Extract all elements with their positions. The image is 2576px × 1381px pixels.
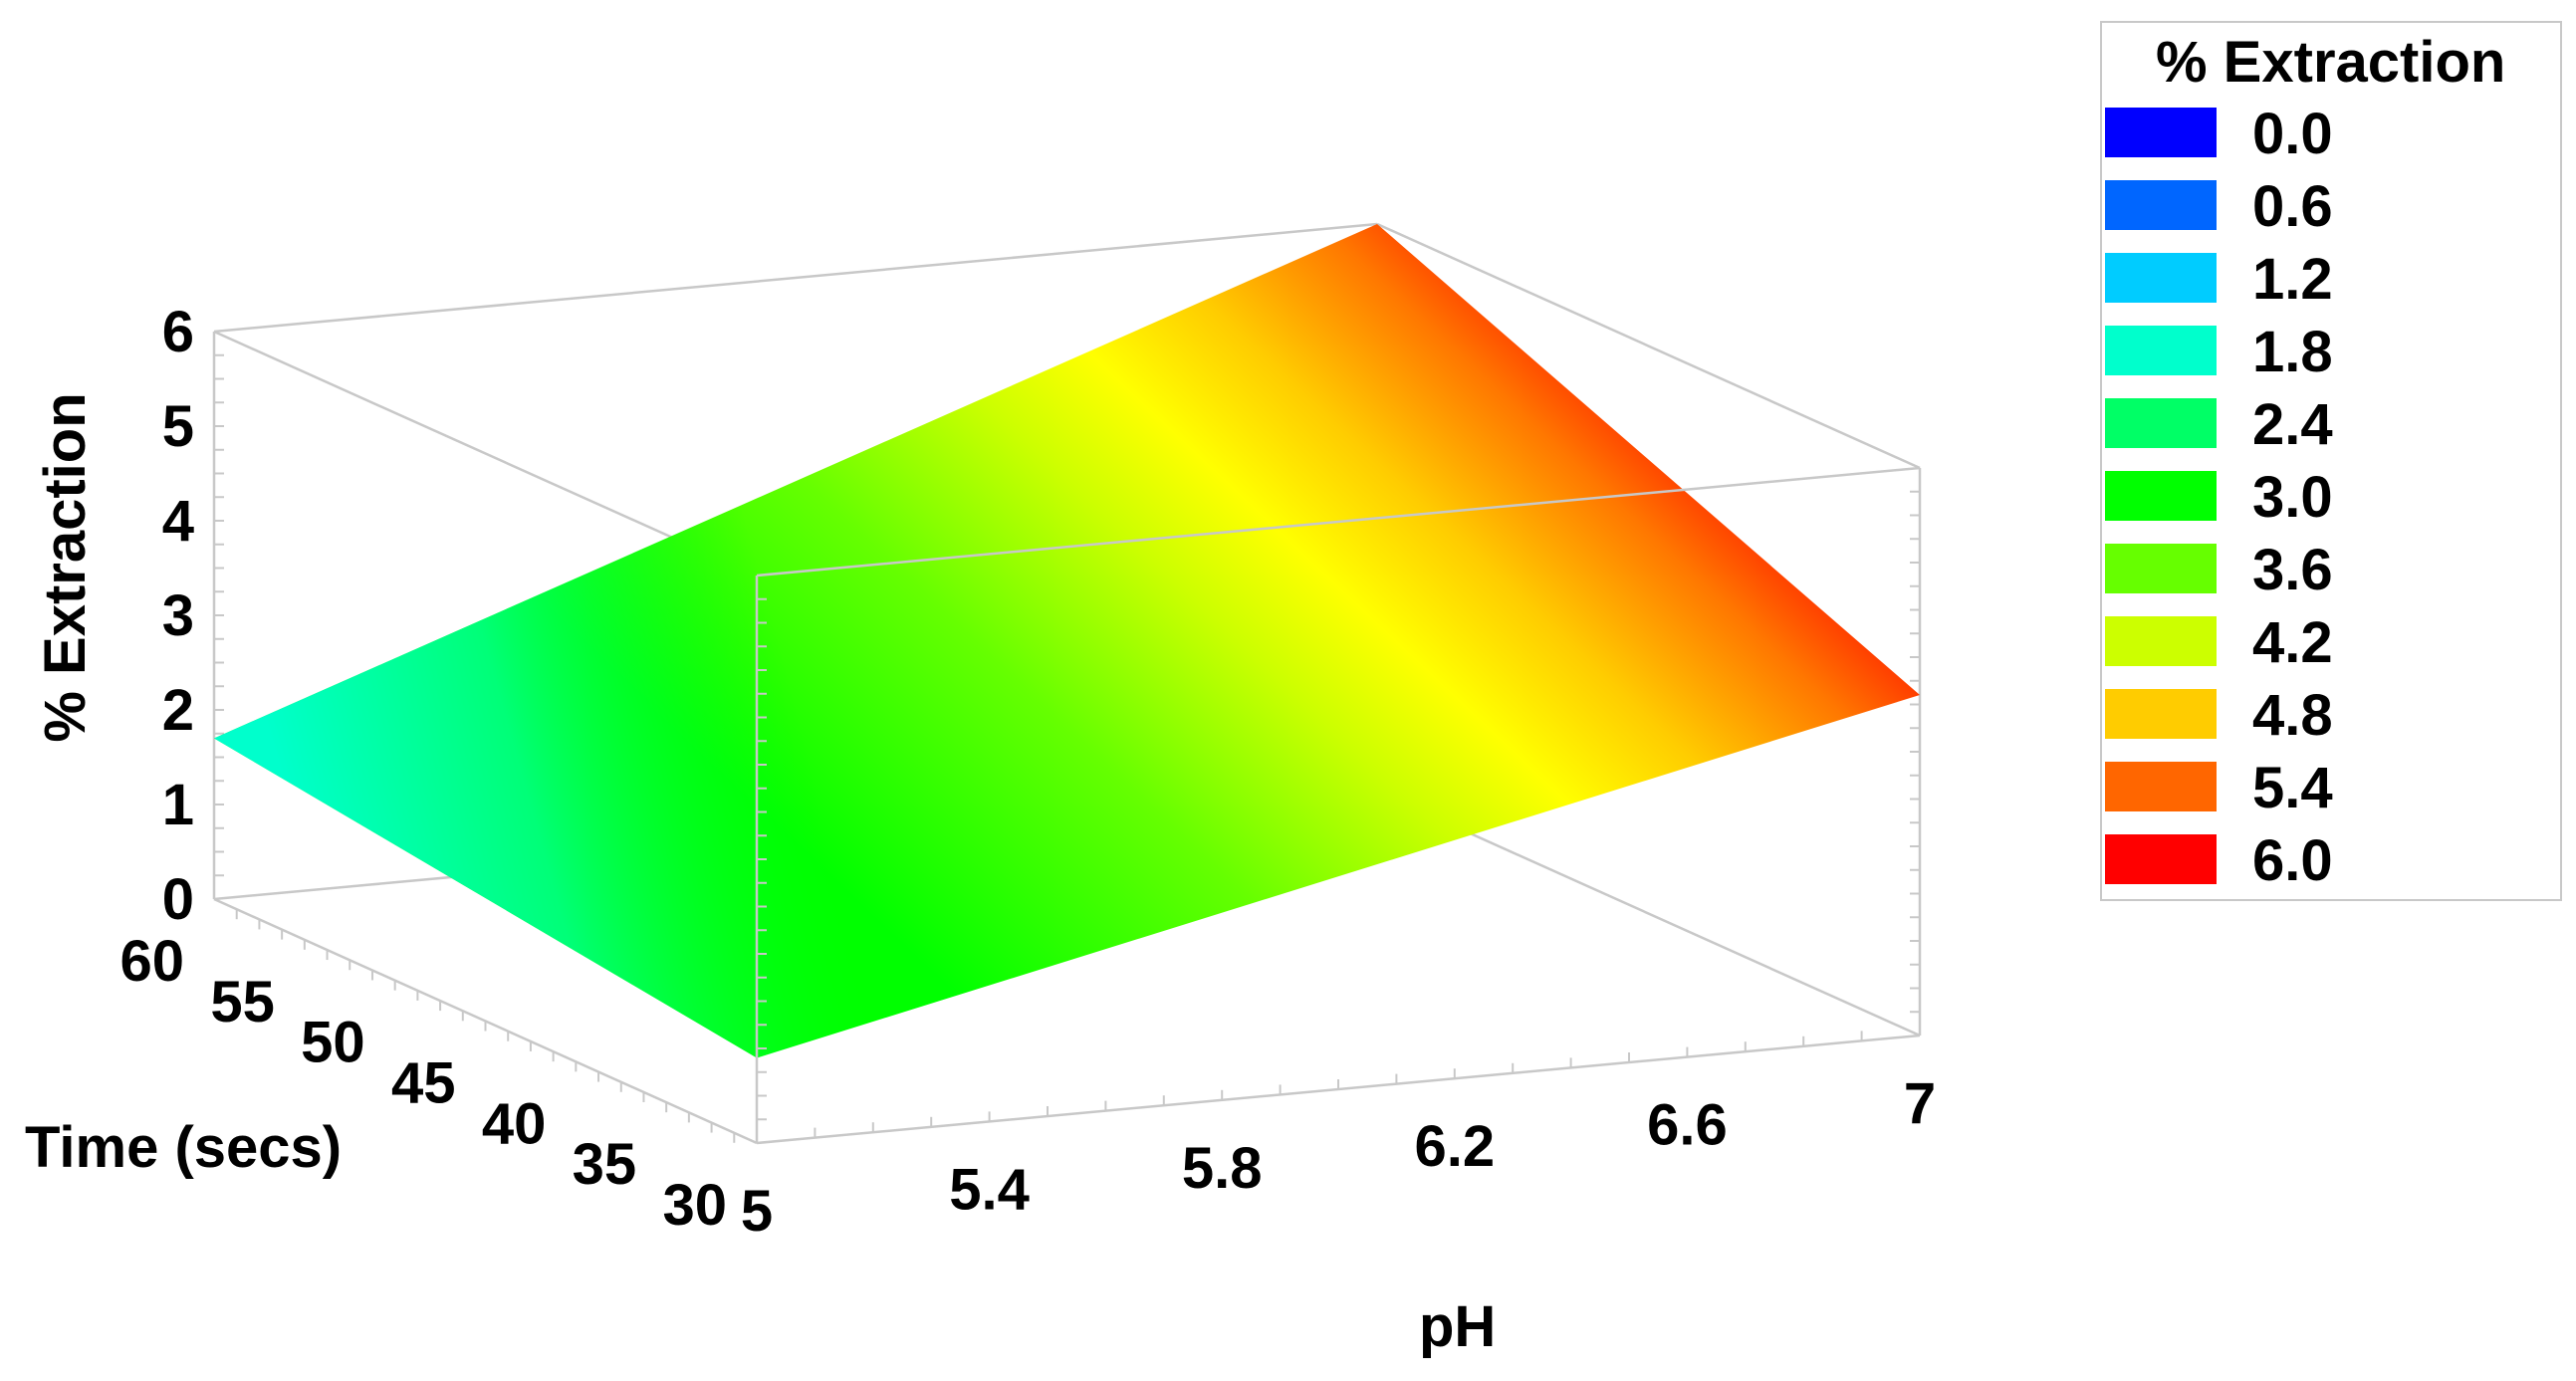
surface-shade: [214, 224, 1920, 1058]
ph-tick-label: 5: [741, 1179, 773, 1244]
z-tick-label: 5: [162, 394, 194, 459]
box-edge: [213, 222, 1378, 334]
box-edge: [213, 330, 758, 577]
time-tick-label: 30: [662, 1173, 727, 1238]
legend-swatch: [2105, 253, 2217, 303]
legend-swatch: [2105, 108, 2217, 157]
ph-tick-label: 5.8: [1182, 1136, 1263, 1201]
legend-label: 3.6: [2252, 538, 2333, 602]
legend-label: 3.0: [2252, 465, 2333, 530]
z-tick-label: 1: [162, 773, 194, 837]
z-tick-label: 6: [162, 300, 194, 364]
legend-swatch: [2105, 544, 2217, 593]
legend-label: 0.0: [2252, 102, 2333, 166]
ph-tick-label: 5.4: [949, 1157, 1030, 1222]
response-surface: [214, 224, 1920, 1058]
time-axis-title: Time (secs): [25, 1115, 342, 1180]
time-tick-label: 60: [119, 929, 184, 994]
z-tick-label: 3: [162, 583, 194, 648]
z-tick-label: 0: [162, 867, 194, 932]
legend-label: 1.2: [2252, 247, 2333, 312]
legend-label: 0.6: [2252, 174, 2333, 239]
legend-swatch: [2105, 471, 2217, 521]
legend-entries: 0.0 0.6 1.2 1.8 2.4 3.0 3.6 4.2 4.8 5.4 6.0: [2105, 102, 2333, 893]
legend-label: 1.8: [2252, 320, 2333, 384]
z-tick-label: 2: [162, 678, 194, 743]
time-tick-label: 40: [482, 1091, 547, 1156]
time-tick-label: 55: [210, 970, 275, 1035]
ph-tick-label: 6.6: [1647, 1093, 1728, 1158]
legend-swatch: [2105, 834, 2217, 884]
ph-tick-label: 7: [1904, 1071, 1936, 1136]
legend-swatch: [2105, 689, 2217, 739]
time-tick-label: 45: [391, 1051, 456, 1116]
time-tick-label: 35: [573, 1132, 637, 1197]
box-edge: [756, 466, 1921, 577]
z-axis-title: % Extraction: [33, 392, 98, 742]
plot-box-front: [755, 466, 1921, 1143]
ph-axis-ticks: 5 5.4 5.8 6.2 6.6 7: [741, 1071, 1936, 1244]
legend: % Extraction 0.0 0.6 1.2 1.8 2.4 3.0 3.6 4.2 4.8…: [2100, 21, 2562, 901]
legend-swatch: [2105, 326, 2217, 375]
legend-label: 5.4: [2252, 756, 2333, 820]
legend-label: 2.4: [2252, 392, 2333, 457]
legend-swatch: [2105, 398, 2217, 448]
legend-swatch: [2105, 762, 2217, 811]
time-axis-ticks: 60 55 50 45 40 35 30: [119, 929, 727, 1238]
legend-label: 4.8: [2252, 683, 2333, 748]
z-tick-label: 4: [162, 489, 194, 554]
legend-label: 6.0: [2252, 828, 2333, 893]
ph-tick-label: 6.2: [1414, 1114, 1495, 1179]
z-axis-ticks: 0 1 2 3 4 5 6: [162, 300, 194, 932]
box-edge: [1376, 222, 1921, 470]
ph-axis-title: pH: [1419, 1294, 1496, 1359]
legend-swatch: [2105, 616, 2217, 666]
legend-title: % Extraction: [2156, 30, 2505, 95]
legend-label: 4.2: [2252, 610, 2333, 675]
legend-swatch: [2105, 180, 2217, 230]
legend-box: [2100, 21, 2562, 901]
time-tick-label: 50: [301, 1011, 365, 1075]
